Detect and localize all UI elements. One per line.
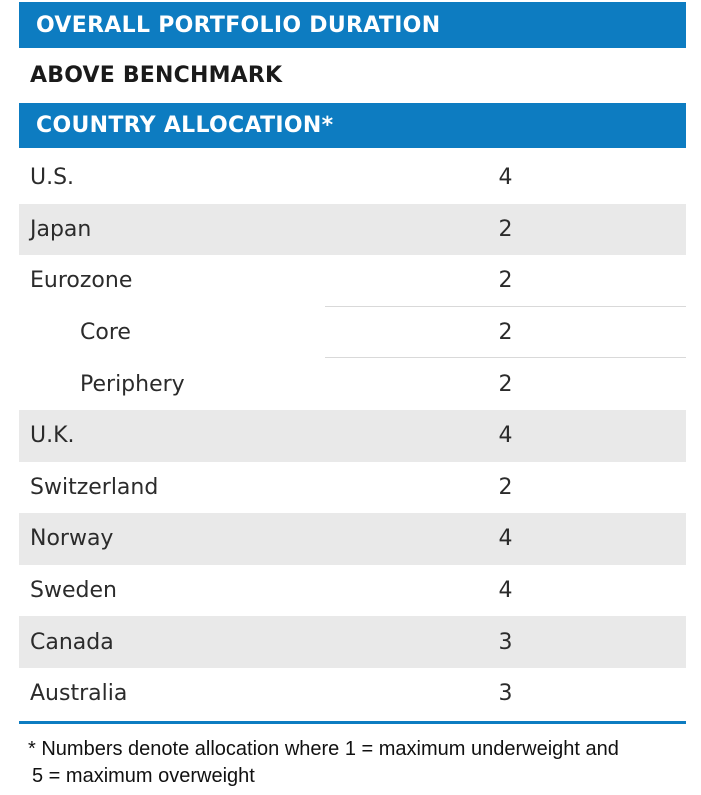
allocation-value: 4 — [498, 165, 513, 191]
allocation-value: 2 — [498, 474, 513, 500]
allocation-value: 2 — [498, 268, 513, 294]
table-row: Eurozone 2 — [19, 255, 686, 308]
country-label: Switzerland — [30, 474, 159, 500]
table-row: Periphery 2 — [19, 358, 686, 410]
duration-status-line: ABOVE BENCHMARK — [19, 48, 686, 103]
country-label: U.K. — [30, 423, 75, 449]
country-label: U.S. — [30, 165, 75, 191]
footnote-line-1: * Numbers denote allocation where 1 = ma… — [28, 737, 619, 760]
footnote-line-2: 5 = maximum overweight — [32, 764, 255, 787]
bottom-divider-rule — [19, 720, 686, 724]
footnote: * Numbers denote allocation where 1 = ma… — [19, 736, 686, 790]
country-label: Norway — [30, 526, 114, 552]
allocation-value: 4 — [498, 423, 513, 449]
duration-status-text: ABOVE BENCHMARK — [30, 63, 283, 88]
table-row: Australia 3 — [19, 667, 686, 720]
table-row: U.K. 4 — [19, 409, 686, 462]
allocation-value: 4 — [498, 578, 513, 604]
allocation-value: 4 — [498, 526, 513, 552]
table-row: Canada 3 — [19, 616, 686, 668]
allocation-value: 3 — [498, 681, 513, 707]
country-label: Sweden — [30, 578, 117, 604]
content-area: OVERALL PORTFOLIO DURATION ABOVE BENCHMA… — [19, 2, 686, 790]
allocation-value: 2 — [498, 320, 513, 346]
table-row: U.S. 4 — [19, 152, 686, 204]
country-label: Eurozone — [30, 268, 133, 294]
country-allocation-title: COUNTRY ALLOCATION* — [36, 113, 334, 138]
allocation-value: 2 — [498, 216, 513, 242]
overall-portfolio-duration-title: OVERALL PORTFOLIO DURATION — [36, 12, 441, 38]
country-label: Canada — [30, 629, 114, 655]
table-row: Core 2 — [19, 306, 686, 359]
country-label: Core — [80, 320, 131, 346]
country-label: Periphery — [80, 371, 185, 397]
table-row: Sweden 4 — [19, 564, 686, 617]
allocation-value: 2 — [498, 371, 513, 397]
country-label: Australia — [30, 681, 128, 707]
overall-portfolio-duration-header: OVERALL PORTFOLIO DURATION — [19, 2, 686, 48]
table-row: Switzerland 2 — [19, 461, 686, 514]
table-row: Norway 4 — [19, 513, 686, 565]
country-label: Japan — [30, 216, 92, 242]
country-allocation-header: COUNTRY ALLOCATION* — [19, 103, 686, 148]
table-row: Japan 2 — [19, 203, 686, 256]
country-allocation-table: U.S. 4 Japan 2 Eurozone 2 Core 2 Periphe… — [19, 152, 686, 720]
allocation-value: 3 — [498, 629, 513, 655]
